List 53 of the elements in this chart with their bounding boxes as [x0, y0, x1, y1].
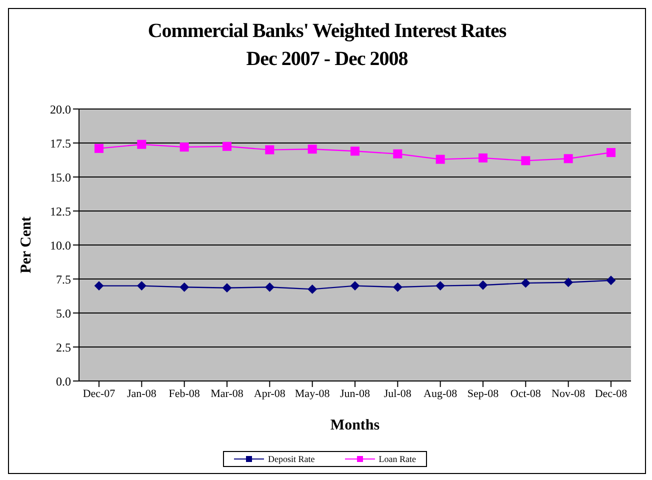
point: [308, 144, 317, 154]
point: [137, 140, 146, 149]
point: [521, 278, 530, 288]
x-tick-label: May-08: [294, 388, 330, 400]
point: [436, 281, 445, 290]
y-tick-label: 7.5: [56, 272, 71, 286]
x-tick-label: Aug-08: [424, 388, 458, 400]
y-tick-label: 12.5: [50, 204, 71, 218]
point: [350, 281, 360, 290]
point: [308, 284, 317, 294]
y-tick-label: 5.0: [56, 306, 71, 320]
point: [564, 278, 573, 287]
x-tick-label: Mar-08: [210, 388, 244, 400]
x-tick-label: Nov-08: [552, 388, 586, 400]
y-tick-label: 10.0: [50, 238, 71, 252]
point: [478, 153, 488, 162]
x-tick-label: Dec-08: [594, 388, 628, 400]
point: [606, 276, 616, 285]
point: [180, 142, 189, 152]
chart-title: Commercial Banks' Weighted Interest Rates Dec 2007 - Dec 2008: [146, 19, 508, 72]
x-tick-label: Oct-08: [510, 388, 542, 400]
x-tick-label: Feb-08: [168, 388, 200, 400]
x-tick-label: Apr-08: [254, 388, 286, 400]
y-tick-label: 20.0: [50, 102, 71, 116]
point: [478, 280, 488, 290]
point: [94, 144, 104, 153]
point: [521, 156, 530, 166]
x-axis-title: Months: [330, 418, 380, 434]
point: [393, 282, 402, 292]
x-tick-label: Sep-08: [467, 388, 500, 400]
point: [606, 148, 616, 158]
y-tick-label: 15.0: [50, 170, 71, 184]
point: [137, 281, 146, 290]
point: [393, 149, 402, 158]
x-tick-label: Jan-08: [127, 388, 157, 400]
point: [436, 154, 445, 164]
point: [180, 282, 189, 292]
point: [222, 283, 232, 292]
y-tick-label: 0.0: [56, 374, 71, 388]
x-tick-label: Jul-08: [384, 388, 412, 400]
point: [350, 146, 360, 156]
x-tick-label: Jun-08: [340, 388, 370, 400]
x-tick-label: Dec-07: [82, 388, 116, 400]
point: [564, 154, 573, 164]
y-axis-title: Per Cent: [18, 216, 34, 274]
y-tick-label: 2.5: [56, 340, 71, 354]
legend-label: Loan Rate: [378, 454, 416, 464]
legend-label: Deposit Rate: [267, 454, 315, 464]
point: [265, 145, 274, 154]
y-tick-label: 17.5: [50, 136, 71, 150]
point: [222, 142, 232, 151]
point: [265, 282, 274, 292]
point: [94, 281, 104, 290]
